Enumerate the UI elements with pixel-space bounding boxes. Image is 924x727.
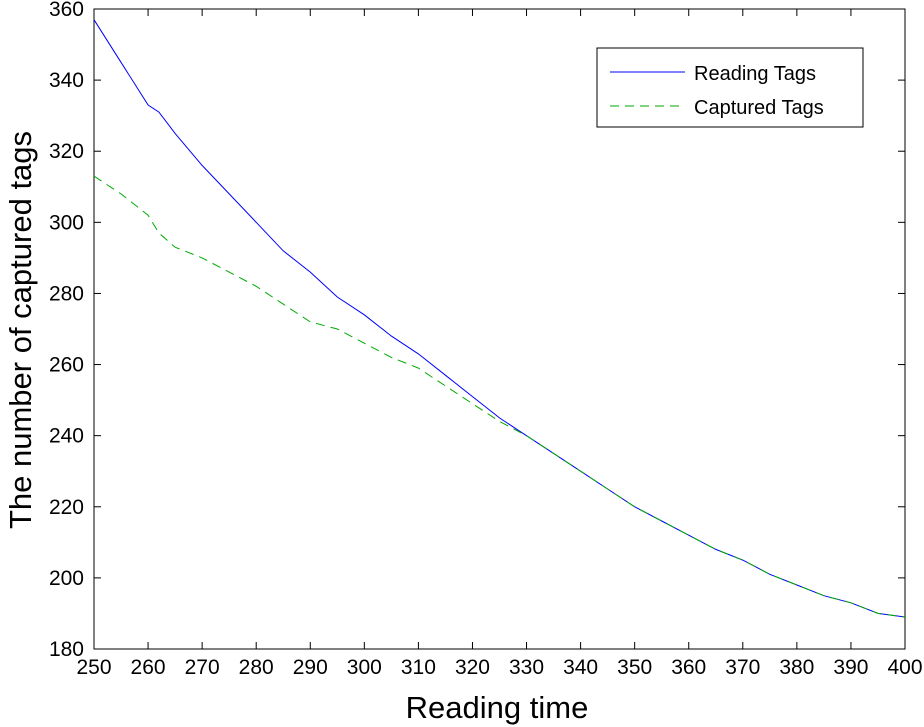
x-tick-label: 310 — [401, 656, 436, 679]
y-axis-ticks: 180 200 220 240 260 280 300 320 340 360 — [49, 0, 905, 661]
series-line-captured-tags — [93, 175, 906, 618]
x-tick-label: 350 — [617, 656, 652, 679]
x-tick-label: 250 — [76, 656, 111, 679]
y-tick-label: 340 — [49, 69, 84, 92]
x-tick-label: 290 — [293, 656, 328, 679]
x-tick-label: 380 — [779, 656, 814, 679]
y-tick-label: 260 — [49, 354, 84, 377]
x-tick-label: 330 — [509, 656, 544, 679]
y-tick-label: 240 — [49, 425, 84, 448]
legend-label-captured-tags: Captured Tags — [694, 97, 824, 119]
y-tick-label: 180 — [49, 638, 84, 661]
x-axis-title: Reading time — [406, 690, 589, 725]
y-tick-label: 280 — [49, 282, 84, 305]
x-axis-ticks: 250 260 270 280 290 300 310 320 330 340 350 360 370 3… — [76, 9, 923, 679]
legend-box — [596, 47, 864, 128]
x-tick-label: 400 — [887, 656, 922, 679]
y-tick-label: 200 — [49, 567, 84, 590]
x-tick-label: 370 — [725, 656, 760, 679]
x-tick-label: 340 — [563, 656, 598, 679]
legend: Reading Tags Captured Tags — [596, 47, 864, 128]
y-axis-title: The number of captured tags — [3, 131, 38, 529]
y-tick-label: 300 — [49, 211, 84, 234]
legend-label-reading-tags: Reading Tags — [694, 63, 816, 85]
series-layer — [93, 19, 906, 618]
y-tick-label: 360 — [49, 0, 84, 21]
x-tick-label: 390 — [833, 656, 868, 679]
x-tick-label: 360 — [671, 656, 706, 679]
x-tick-label: 280 — [239, 656, 274, 679]
x-tick-label: 300 — [347, 656, 382, 679]
x-tick-label: 320 — [455, 656, 490, 679]
y-tick-label: 220 — [49, 496, 84, 519]
x-tick-label: 260 — [131, 656, 166, 679]
x-tick-label: 270 — [185, 656, 220, 679]
y-tick-label: 320 — [49, 140, 84, 163]
